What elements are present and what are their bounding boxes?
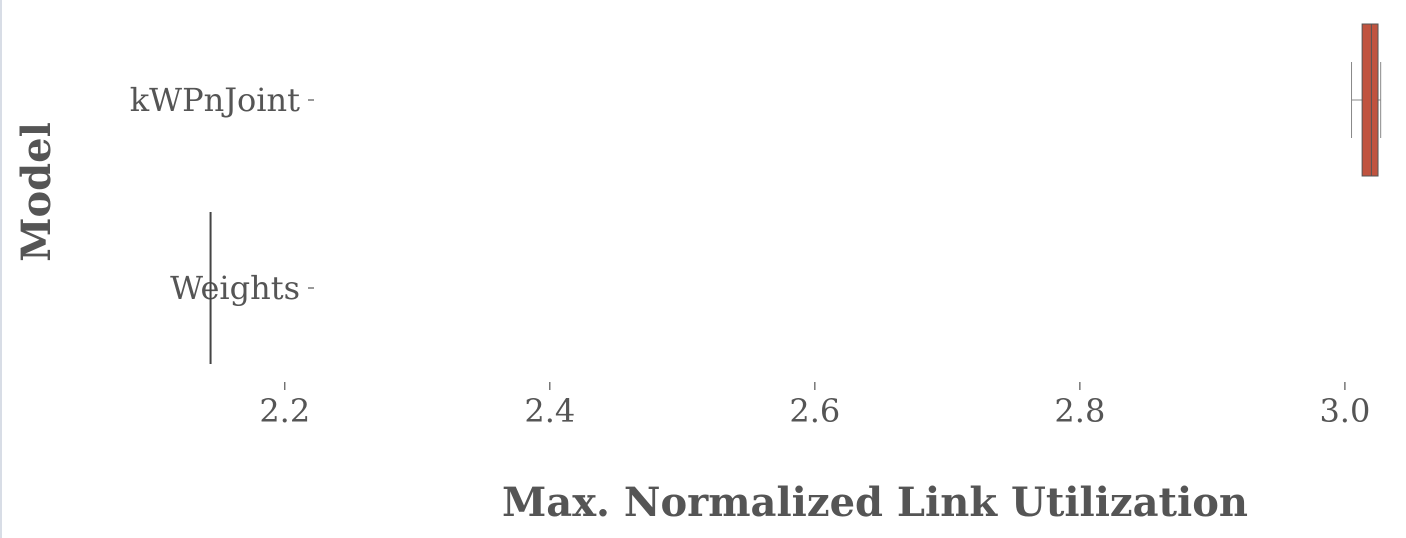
- x-tick-label: 2.8: [1054, 392, 1105, 430]
- x-tick-label: 3.0: [1319, 392, 1370, 430]
- x-tick-label: 2.2: [259, 392, 310, 430]
- y-axis-title: Model: [13, 122, 60, 262]
- y-tick-label: Weights: [170, 269, 300, 307]
- boxplot-series: [209, 23, 1382, 364]
- box-body: [1361, 23, 1379, 177]
- x-tick-label: 2.4: [524, 392, 575, 430]
- x-axis: 2.2 2.4 2.6 2.8 3.0: [259, 382, 1370, 430]
- x-tick-label: 2.6: [789, 392, 840, 430]
- x-axis-title: Max. Normalized Link Utilization: [502, 479, 1248, 526]
- y-tick-label: kWPnJoint: [130, 81, 300, 119]
- box-kWPnJoint: [1351, 23, 1382, 177]
- y-axis: kWPnJoint Weights: [130, 81, 314, 307]
